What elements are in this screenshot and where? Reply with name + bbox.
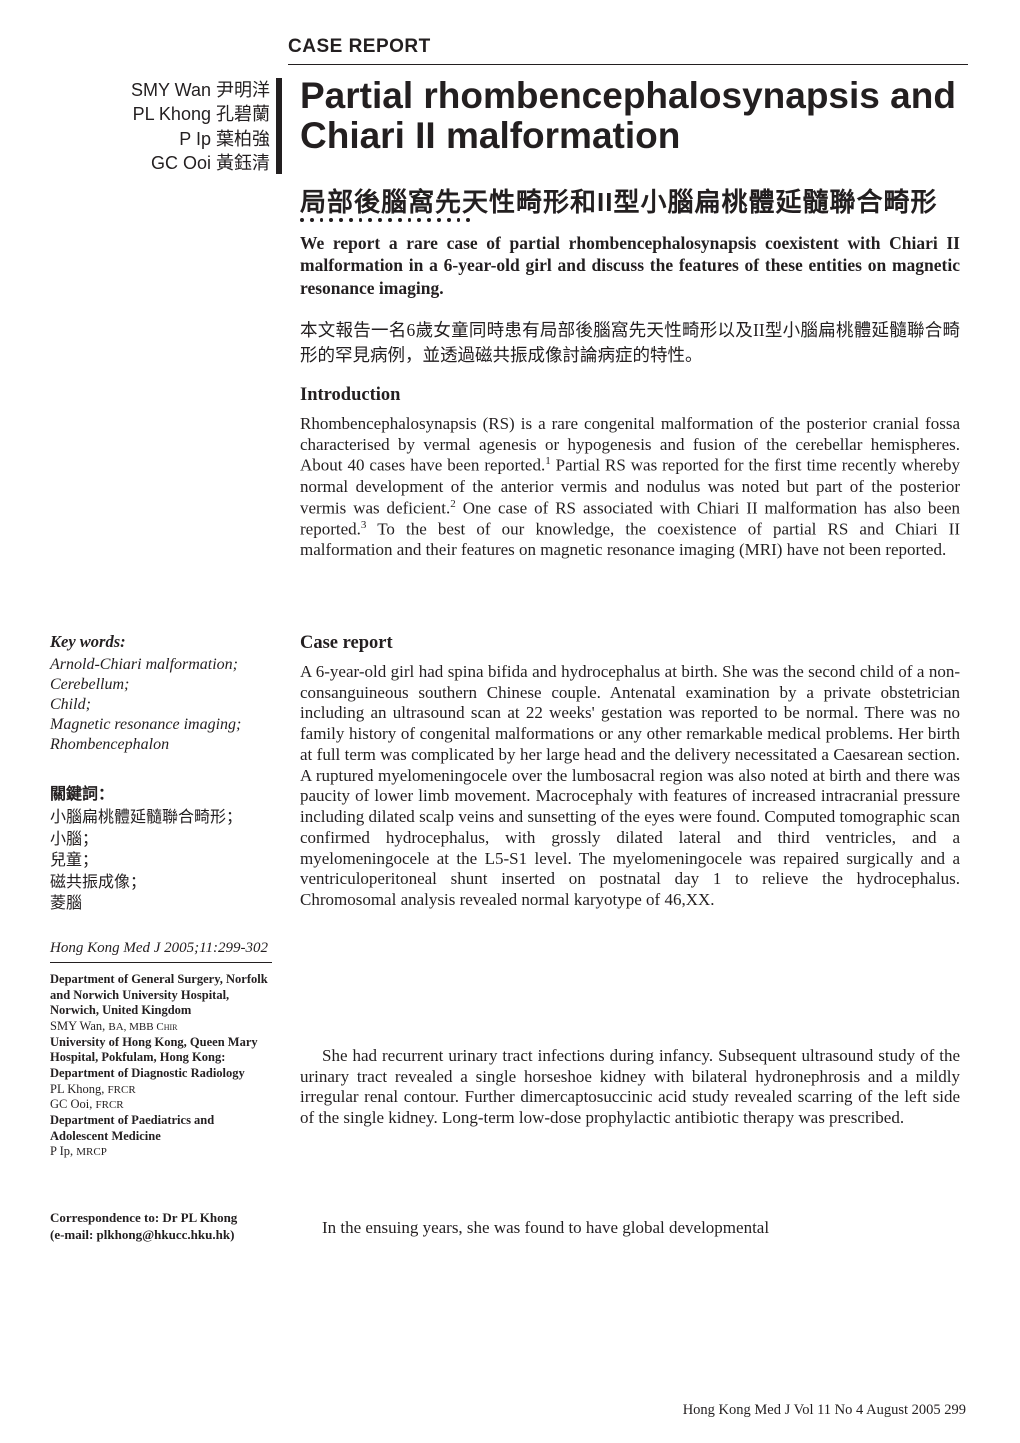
case-report-heading: Case report <box>300 633 393 654</box>
introduction-heading: Introduction <box>300 385 400 406</box>
keyword-en: Cerebellum; <box>50 675 272 695</box>
section-header: CASE REPORT <box>288 36 431 58</box>
author-latin: SMY Wan <box>131 80 211 100</box>
keyword-cjk: 小腦扁桃體延髓聯合畸形； <box>50 807 272 829</box>
case-paragraph-3: In the ensuing years, she was found to h… <box>300 1218 960 1239</box>
author-latin: P Ip <box>179 129 211 149</box>
article-title: Partial rhombencephalosynapsis and Chiar… <box>300 76 970 156</box>
keyword-cjk: 菱腦 <box>50 893 272 915</box>
affil-author: PL Khong, FRCR <box>50 1082 272 1098</box>
affil-dept: Department of Paediatrics and Adolescent… <box>50 1113 272 1144</box>
keywords-en-heading: Key words: <box>50 632 272 652</box>
affil-author-cred: FRCR <box>96 1099 124 1111</box>
author-block: SMY Wan 尹明洋 PL Khong 孔碧蘭 P Ip 葉柏強 GC Ooi… <box>50 78 270 175</box>
author-cjk: 黃鈺清 <box>216 153 270 173</box>
author-row: SMY Wan 尹明洋 <box>50 78 270 102</box>
keyword-cjk: 兒童； <box>50 850 272 872</box>
author-cjk: 葉柏強 <box>216 129 270 149</box>
keyword-en: Child; <box>50 695 272 715</box>
affil-author: GC Ooi, FRCR <box>50 1097 272 1113</box>
introduction-body: Rhombencephalosynapsis (RS) is a rare co… <box>300 414 960 561</box>
author-latin: PL Khong <box>133 104 211 124</box>
case-paragraph-1: A 6-year-old girl had spina bifida and h… <box>300 662 960 911</box>
keywords-en-block: Key words: Arnold-Chiari malformation; C… <box>50 632 272 755</box>
author-latin: GC Ooi <box>151 153 211 173</box>
sidebar-rule <box>50 962 272 963</box>
section-rule <box>288 64 968 65</box>
affil-author-cred: FRCR <box>108 1084 136 1096</box>
author-row: P Ip 葉柏強 <box>50 127 270 151</box>
affil-author-name: SMY Wan, <box>50 1019 108 1033</box>
keyword-en: Arnold-Chiari malformation; <box>50 655 272 675</box>
author-bar <box>276 78 282 174</box>
affil-author: P Ip, MRCP <box>50 1144 272 1160</box>
keywords-cjk-block: 關鍵詞： 小腦扁桃體延髓聯合畸形； 小腦； 兒童； 磁共振成像； 菱腦 <box>50 780 272 915</box>
keyword-en: Rhombencephalon <box>50 735 272 755</box>
author-cjk: 孔碧蘭 <box>216 104 270 124</box>
author-row: PL Khong 孔碧蘭 <box>50 102 270 126</box>
affil-author-cred: BA, MBB Chir <box>108 1021 177 1033</box>
affil-author-name: GC Ooi, <box>50 1097 96 1111</box>
keywords-cjk-heading: 關鍵詞： <box>50 780 272 804</box>
correspondence-block: Correspondence to: Dr PL Khong (e-mail: … <box>50 1210 272 1244</box>
keyword-cjk: 小腦； <box>50 829 272 851</box>
author-cjk: 尹明洋 <box>216 80 270 100</box>
article-title-cjk: 局部後腦窩先天性畸形和II型小腦扁桃體延髓聯合畸形 <box>300 182 970 219</box>
dot-ornament <box>300 218 470 223</box>
affil-dept: Department of Diagnostic Radiology <box>50 1066 272 1082</box>
intro-text: To the best of our knowledge, the coexis… <box>300 520 960 560</box>
abstract-cjk: 本文報告一名6歲女童同時患有局部後腦窩先天性畸形以及II型小腦扁桃體延髓聯合畸形… <box>300 318 960 368</box>
affiliations-block: Department of General Surgery, Norfolk a… <box>50 972 272 1160</box>
affil-dept: Department of General Surgery, Norfolk a… <box>50 972 272 1019</box>
correspondence-line: Correspondence to: Dr PL Khong <box>50 1210 272 1227</box>
journal-citation: Hong Kong Med J 2005;11:299-302 <box>50 940 272 957</box>
affil-university: University of Hong Kong, Queen Mary Hosp… <box>50 1035 272 1066</box>
keyword-cjk: 磁共振成像； <box>50 872 272 894</box>
case-paragraph-2: She had recurrent urinary tract infectio… <box>300 1046 960 1129</box>
correspondence-line: (e-mail: plkhong@hkucc.hku.hk) <box>50 1227 272 1244</box>
keyword-en: Magnetic resonance imaging; <box>50 715 272 735</box>
abstract-en: We report a rare case of partial rhomben… <box>300 232 960 299</box>
affil-author-name: PL Khong, <box>50 1082 108 1096</box>
affil-author-name: P Ip, <box>50 1144 76 1158</box>
author-row: GC Ooi 黃鈺清 <box>50 151 270 175</box>
affil-author: SMY Wan, BA, MBB Chir <box>50 1019 272 1035</box>
page-footer: Hong Kong Med J Vol 11 No 4 August 2005 … <box>683 1402 966 1419</box>
affil-author-cred: MRCP <box>76 1146 107 1158</box>
